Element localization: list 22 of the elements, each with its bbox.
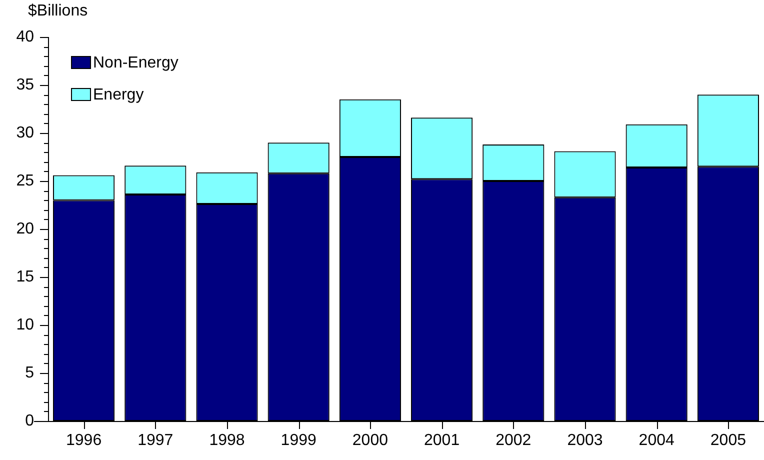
x-tick-label: 2003 <box>567 432 603 450</box>
x-tick-label: 2005 <box>710 432 746 450</box>
x-tick-label: 1998 <box>209 432 245 450</box>
y-tick-label: 15 <box>16 268 34 286</box>
y-tick-label: 5 <box>25 364 34 382</box>
y-tick-label: 0 <box>25 412 34 430</box>
y-tick-label: 20 <box>16 220 34 238</box>
y-tick-label: 35 <box>16 76 34 94</box>
x-tick-label: 2001 <box>424 432 460 450</box>
legend-label: Energy <box>93 86 144 104</box>
x-tick-label: 2000 <box>352 432 388 450</box>
legend-label: Non-Energy <box>93 54 178 72</box>
y-tick-label: 30 <box>16 124 34 142</box>
y-tick-label: 25 <box>16 172 34 190</box>
y-tick-label: 40 <box>16 28 34 46</box>
y-tick-label: 10 <box>16 316 34 334</box>
y-axis-title: $Billions <box>28 2 88 20</box>
x-tick-label: 1997 <box>138 432 174 450</box>
x-tick-label: 1996 <box>66 432 102 450</box>
x-tick-label: 2004 <box>638 432 674 450</box>
x-tick-label: 2002 <box>496 432 532 450</box>
x-tick-label: 1999 <box>280 432 316 450</box>
